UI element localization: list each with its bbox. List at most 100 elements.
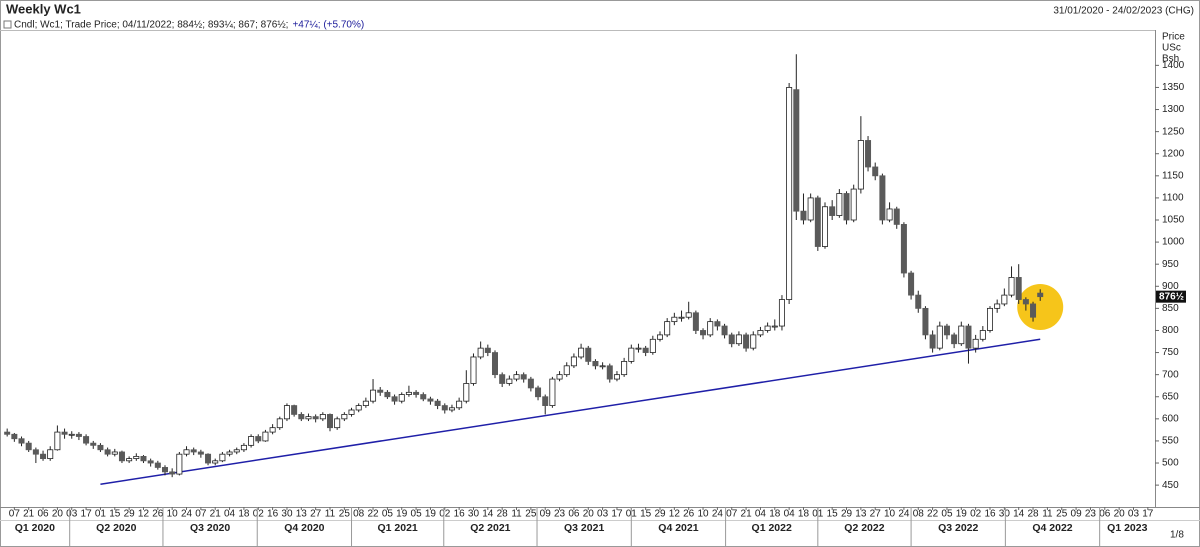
x-tick-label: 08 xyxy=(913,509,925,520)
x-tick-label: 13 xyxy=(855,509,867,520)
x-tick-label: 30 xyxy=(468,509,480,520)
candle-body xyxy=(657,334,664,340)
candle-body xyxy=(190,449,197,453)
candle-body xyxy=(836,193,843,216)
candle-body xyxy=(326,414,333,429)
candle-body xyxy=(90,442,97,446)
candle-body xyxy=(491,352,498,376)
candle-body xyxy=(169,471,176,475)
candle-body xyxy=(578,347,585,358)
x-tick-label: 12 xyxy=(669,509,681,520)
quarter-label: Q2 2021 xyxy=(470,522,510,534)
x-tick-label: 04 xyxy=(755,509,767,520)
candle-body xyxy=(678,316,685,319)
y-tick-label: 1150 xyxy=(1162,170,1184,181)
candle-body xyxy=(886,208,893,221)
candle-body xyxy=(1008,277,1015,296)
candle-body xyxy=(398,394,405,402)
candle-body xyxy=(513,374,520,380)
quarter-label: Q3 2021 xyxy=(564,522,604,534)
candle-body xyxy=(197,451,204,455)
candle-body xyxy=(341,414,348,420)
quarter-label: Q4 2022 xyxy=(1032,522,1072,534)
x-tick-label: 19 xyxy=(956,509,968,520)
candle-body xyxy=(943,325,950,336)
candle-body xyxy=(183,449,190,455)
x-tick-label: 03 xyxy=(597,509,609,520)
candle-body xyxy=(4,431,11,435)
x-tick-label: 10 xyxy=(884,509,896,520)
candle-body xyxy=(319,414,326,420)
candle-body xyxy=(32,449,39,455)
x-tick-label: 24 xyxy=(898,509,910,520)
candle-body xyxy=(68,433,75,436)
candle-body xyxy=(700,330,707,336)
candle-body xyxy=(822,206,829,247)
y-tick-label: 450 xyxy=(1162,480,1179,491)
change-text: +47¼; (+5.70%) xyxy=(292,19,364,31)
candle-body xyxy=(714,321,721,327)
candle-body xyxy=(219,453,226,462)
quarter-label: Q2 2022 xyxy=(844,522,884,534)
legend-text: Cndl; Wc1; Trade Price; 04/11/2022; 884½… xyxy=(14,19,288,31)
candle-body xyxy=(692,312,699,331)
quarter-label: Q1 2020 xyxy=(15,522,55,534)
candle-body xyxy=(391,396,398,402)
x-tick-label: 30 xyxy=(281,509,293,520)
x-tick-label: 07 xyxy=(9,509,21,520)
x-tick-label: 11 xyxy=(325,509,336,520)
x-tick-label: 26 xyxy=(683,509,695,520)
x-tick-label: 20 xyxy=(583,509,595,520)
candle-body xyxy=(750,334,757,349)
x-tick-label: 20 xyxy=(52,509,64,520)
candle-body xyxy=(25,442,32,451)
candle-body xyxy=(362,400,369,406)
candle-body xyxy=(585,347,592,362)
quarter-label: Q1 2021 xyxy=(377,522,417,534)
candle-body xyxy=(384,391,391,398)
x-tick-label: 23 xyxy=(1085,509,1097,520)
candle-body xyxy=(1037,292,1044,298)
quarter-label: Q1 2023 xyxy=(1107,522,1147,534)
candle-body xyxy=(1022,299,1029,305)
candle-body xyxy=(506,378,513,384)
candle-body xyxy=(872,166,879,177)
x-tick-label: 16 xyxy=(984,509,996,520)
candle-body xyxy=(283,405,290,420)
candle-body xyxy=(979,330,986,340)
candle-body xyxy=(857,140,864,190)
candle-body xyxy=(606,365,613,380)
x-tick-label: 17 xyxy=(1142,509,1154,520)
x-tick-label: 03 xyxy=(66,509,78,520)
last-price-box xyxy=(1156,290,1186,303)
candle-body xyxy=(757,330,764,336)
x-tick-label: 22 xyxy=(927,509,939,520)
candle-body xyxy=(111,451,118,455)
candle-body xyxy=(456,400,463,409)
candle-body xyxy=(11,433,18,440)
candle-body xyxy=(484,347,491,353)
x-tick-label: 10 xyxy=(167,509,179,520)
x-tick-label: 05 xyxy=(411,509,423,520)
x-tick-label: 07 xyxy=(726,509,738,520)
x-tick-label: 27 xyxy=(310,509,322,520)
y-tick-label: 1200 xyxy=(1162,148,1185,159)
y-tick-label: 1400 xyxy=(1162,60,1185,71)
y-tick-label: 1350 xyxy=(1162,82,1185,93)
x-tick-label: 19 xyxy=(425,509,437,520)
x-tick-label: 09 xyxy=(1071,509,1083,520)
candle-body xyxy=(843,193,850,221)
candle-body xyxy=(83,436,90,444)
quarter-label: Q4 2020 xyxy=(284,522,324,534)
candle-body xyxy=(922,307,929,336)
candle-body xyxy=(1001,294,1008,305)
candle-body xyxy=(312,416,319,420)
candle-body xyxy=(520,374,527,380)
candle-body xyxy=(441,405,448,411)
candle-body xyxy=(248,436,255,446)
candle-body xyxy=(628,347,635,362)
candle-body xyxy=(348,409,355,415)
candle-body xyxy=(613,374,620,380)
